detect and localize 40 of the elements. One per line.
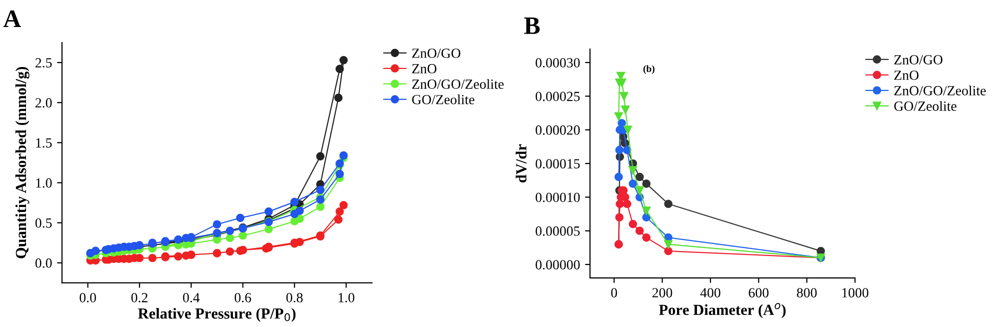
x-tick-label: 1.0 <box>338 292 354 302</box>
x-tick-label: 600 <box>748 288 769 298</box>
y-tick-label: 0.5 <box>35 218 52 228</box>
y-tick-label: 2.5 <box>36 58 52 68</box>
x-axis-title: Pore Diameter (A$^{o}$) <box>658 303 786 318</box>
legend-label: ZnO/GO <box>412 48 460 58</box>
y-tick-label: 0.00030 <box>536 58 580 68</box>
y-tick-label: 0.0 <box>35 258 52 268</box>
x-tick-label: 200 <box>652 288 672 298</box>
y-tick-label: 0.00010 <box>536 192 580 202</box>
x-axis-title: Relative Pressure (P/P$_{0}$) <box>138 308 296 322</box>
y-tick-label: 0.00025 <box>536 92 580 102</box>
legend-label: GO/Zeolite <box>412 94 474 104</box>
legend-label: GO/Zeolite <box>894 101 956 111</box>
x-tick-label: 0.4 <box>183 292 200 302</box>
legend-label: ZnO <box>894 70 919 80</box>
legend-label: ZnO/GO/Zeolite <box>894 86 986 96</box>
x-tick-label: 800 <box>796 288 817 298</box>
x-tick-label: 1000 <box>842 288 868 298</box>
y-axis-title: Quantitiy Adsorbed (mmol/g) <box>15 67 30 258</box>
x-tick-label: 0.2 <box>131 292 148 302</box>
chart-title: B <box>524 17 540 34</box>
y-tick-label: 2.0 <box>36 98 52 108</box>
legend-label: ZnO/GO <box>894 55 942 64</box>
y-axis-title: dV/dr <box>516 144 527 182</box>
x-tick-label: 0.8 <box>286 292 303 302</box>
x-tick-label: 0.6 <box>234 292 252 302</box>
y-tick-label: 1.0 <box>36 178 52 188</box>
annotation: (b) <box>643 65 654 74</box>
x-tick-label: 400 <box>700 288 720 298</box>
y-tick-label: 0.00015 <box>536 159 580 169</box>
legend-label: ZnO/GO/Zeolite <box>412 79 504 89</box>
y-tick-label: 0.00000 <box>536 260 580 270</box>
y-tick-label: 0.00020 <box>536 125 580 135</box>
legend-label: ZnO <box>412 64 436 74</box>
x-tick-label: 0.0 <box>80 292 96 302</box>
y-tick-label: 1.5 <box>36 138 52 148</box>
y-tick-label: 0.00005 <box>536 226 580 236</box>
x-tick-label: 0 <box>611 288 618 298</box>
chart-title: A <box>3 10 21 27</box>
